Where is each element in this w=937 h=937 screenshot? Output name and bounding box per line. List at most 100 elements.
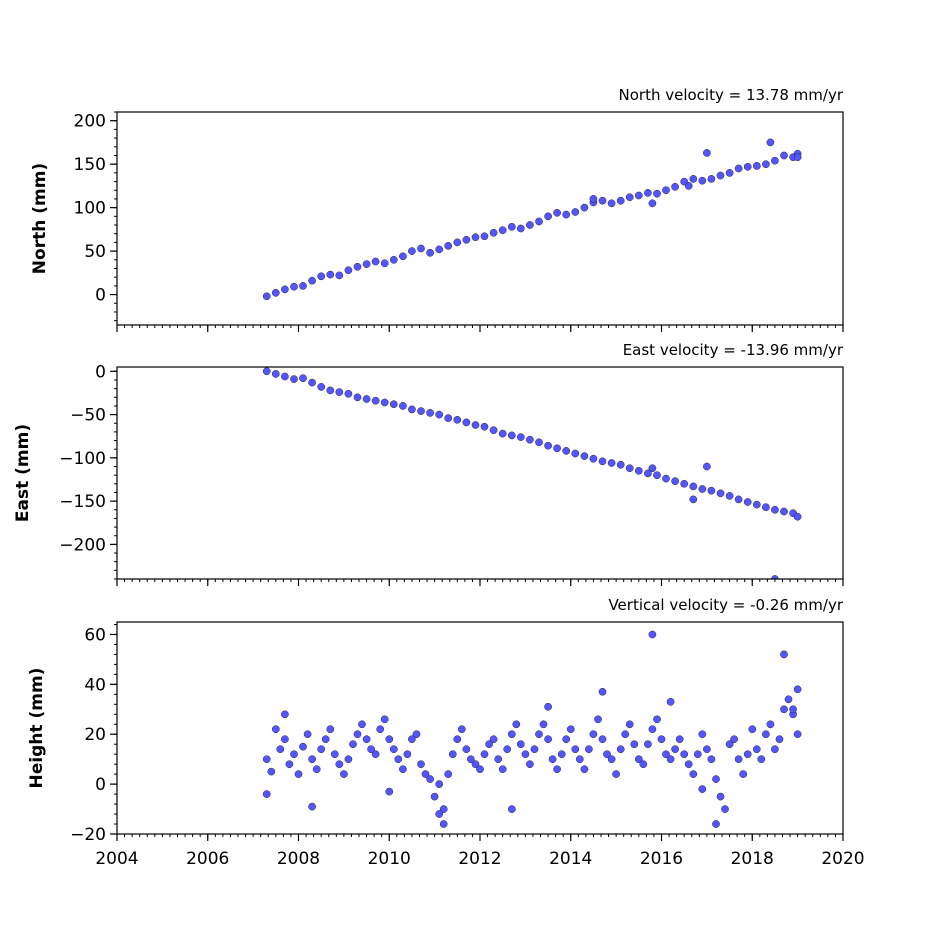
north-point — [271, 288, 280, 297]
height-point — [653, 715, 661, 724]
north-x-ticks — [116, 325, 844, 332]
north-point — [703, 149, 711, 157]
east-point — [353, 393, 362, 402]
east-point — [471, 421, 480, 429]
height-point — [426, 775, 434, 783]
north-velocity-title: North velocity = 13.78 mm/yr — [619, 86, 844, 104]
height-point — [548, 755, 557, 764]
east-point — [743, 498, 752, 506]
north-point — [389, 255, 398, 264]
height-point — [521, 750, 530, 759]
east-point — [489, 426, 498, 435]
height-point — [562, 735, 571, 744]
height-point — [262, 790, 271, 798]
height-point — [299, 742, 307, 751]
height-x-tick-label: 2006 — [186, 849, 229, 869]
north-point — [653, 189, 661, 198]
north-point — [353, 262, 362, 271]
height-point — [780, 650, 788, 659]
height-point — [771, 745, 779, 754]
vertical-velocity-title: Vertical velocity = -0.26 mm/yr — [608, 596, 843, 614]
east-point — [698, 485, 707, 493]
height-point — [389, 745, 398, 754]
height-point — [335, 760, 344, 769]
height-point — [262, 755, 271, 764]
height-point — [612, 770, 620, 778]
east-point — [589, 454, 598, 463]
east-point — [453, 415, 462, 424]
height-point — [376, 725, 385, 734]
height-point — [340, 770, 348, 778]
height-x-tick-label: 2008 — [277, 849, 320, 869]
north-point — [344, 266, 353, 275]
height-point — [544, 702, 552, 711]
height-x-tick-label: 2016 — [640, 849, 683, 869]
east-point — [507, 431, 516, 440]
height-point — [544, 735, 552, 744]
height-point — [666, 697, 675, 706]
height-point — [557, 750, 566, 759]
height-point — [716, 792, 725, 801]
north-point — [689, 175, 698, 183]
east-point — [344, 389, 353, 398]
north-point — [771, 156, 779, 165]
north-point — [634, 191, 643, 200]
north-point — [399, 252, 407, 261]
east-points-group — [262, 367, 802, 579]
height-point — [707, 755, 716, 764]
height-point — [326, 725, 335, 734]
east-point — [771, 575, 779, 579]
height-x-ticks: 2004 2006 2008 2010 2012 2014 2016 2018 2020 — [95, 834, 865, 869]
height-point — [444, 770, 453, 778]
height-point — [408, 735, 416, 744]
height-point — [281, 735, 289, 744]
north-y-ticks: 0 50 100 150 200 — [74, 111, 117, 322]
north-points-group — [262, 138, 802, 301]
height-y-tick-label: −20 — [70, 825, 106, 845]
north-y-tick-label: 100 — [74, 199, 106, 219]
height-point — [789, 705, 797, 714]
north-point — [453, 238, 462, 247]
height-point — [435, 780, 444, 788]
height-point — [671, 745, 679, 754]
east-point — [290, 375, 298, 383]
height-point — [607, 755, 616, 764]
north-point — [780, 151, 788, 160]
height-y-axis-label: Height (mm) — [27, 668, 47, 789]
height-point — [271, 725, 280, 734]
north-point — [526, 221, 534, 229]
height-y-tick-label: 40 — [84, 675, 106, 695]
east-point — [653, 471, 661, 480]
north-point — [507, 222, 516, 231]
east-point — [793, 512, 802, 521]
north-point — [648, 199, 657, 208]
height-point — [362, 735, 371, 744]
height-point — [539, 720, 548, 729]
north-point — [616, 196, 625, 205]
height-point — [784, 695, 793, 704]
height-point — [516, 740, 525, 749]
north-point — [544, 212, 552, 221]
north-y-tick-label: 200 — [74, 112, 106, 132]
north-point — [766, 138, 775, 147]
east-point — [689, 482, 698, 491]
height-point — [480, 750, 489, 759]
east-point — [752, 500, 761, 509]
east-point — [435, 410, 444, 419]
east-point — [762, 503, 770, 512]
north-point — [516, 224, 525, 233]
east-point — [480, 422, 489, 431]
height-point — [553, 765, 561, 774]
north-point — [589, 195, 598, 203]
east-y-axis-label: East (mm) — [13, 424, 33, 522]
height-point — [616, 745, 625, 754]
height-point — [530, 745, 539, 754]
height-point — [594, 715, 602, 724]
north-point — [580, 203, 589, 212]
east-point — [444, 414, 453, 422]
east-y-tick-label: −150 — [59, 492, 106, 512]
height-point — [430, 792, 439, 801]
north-point — [444, 242, 453, 250]
north-point — [707, 175, 716, 183]
height-point — [621, 730, 630, 739]
